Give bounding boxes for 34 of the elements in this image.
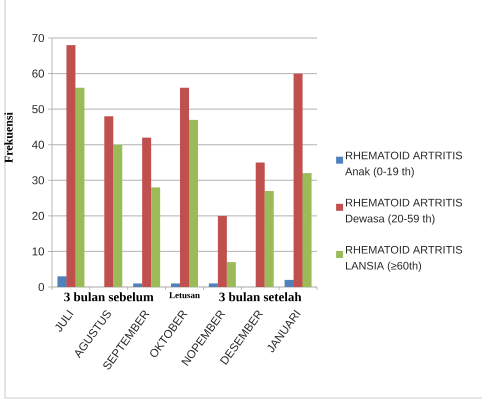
y-tick-label: 20: [32, 212, 44, 220]
bar: [180, 88, 190, 287]
bar: [133, 283, 142, 287]
text: 3 bulan sebelum: [64, 292, 154, 302]
bar: [142, 138, 152, 287]
bar: [104, 116, 114, 287]
text: 3 bulan setelah: [219, 292, 302, 302]
bar: [218, 216, 227, 287]
y-tick-label: 60: [32, 70, 44, 78]
bar: [294, 74, 303, 287]
bar: [226, 262, 236, 287]
bar: [208, 283, 218, 287]
y-tick-label: 0: [38, 282, 44, 292]
bar: [75, 88, 84, 287]
legend-label: RHEMATOID ARTRITIS Anak (0-19 th): [345, 152, 462, 178]
y-tick-label: 40: [32, 140, 44, 149]
bar: [151, 187, 160, 287]
y-tick-label: 50: [32, 105, 44, 114]
bar: [113, 144, 122, 287]
legend-label: RHEMATOID ARTRITIS Dewasa (20-59 th): [346, 198, 462, 225]
bar: [264, 190, 274, 287]
bar: [57, 276, 66, 287]
bar: [284, 280, 294, 287]
bar: [256, 162, 265, 287]
bar: [302, 173, 312, 287]
bar: [189, 120, 198, 287]
y-axis-title: Frekuensi: [4, 112, 13, 163]
bar: [66, 45, 76, 287]
text: Letusan: [169, 292, 200, 298]
y-tick-label: 30: [32, 176, 44, 184]
legend-label: RHEMATOID ARTRITIS LANSIA (≥60th): [346, 246, 462, 272]
y-tick-label: 70: [32, 34, 44, 42]
y-tick-label: 10: [32, 247, 44, 256]
bar: [171, 283, 180, 287]
